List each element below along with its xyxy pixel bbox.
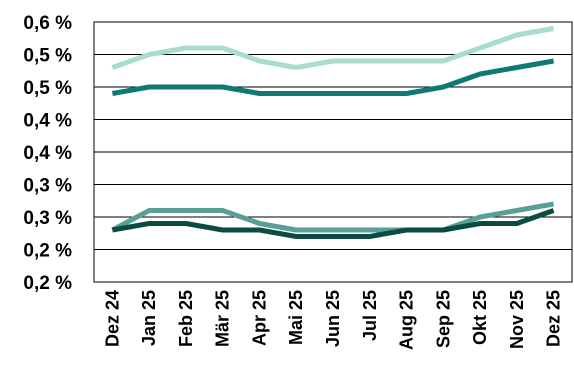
x-tick-label: Feb 25 [176,290,196,347]
x-tick-label: Okt 25 [470,290,490,345]
y-tick-label: 0,5 % [23,46,72,67]
y-tick-label: 0,2 % [23,241,72,262]
plot-area-frame [93,21,573,283]
series-line-3 [111,208,555,239]
x-tick-label: Aug 25 [397,290,417,350]
x-tick-label: Jun 25 [323,290,343,347]
series-lines [111,26,555,239]
y-tick-label: 0,3 % [23,176,72,197]
x-tick-label: Nov 25 [507,290,527,349]
x-tick-label: Jan 25 [139,290,159,346]
y-tick-label: 0,6 % [23,13,72,34]
y-axis-tick-labels: 0,6 % 0,5 % 0,5 % 0,4 % 0,4 % 0,3 % 0,3 % 0,2 %… [23,13,72,294]
x-tick-label: Apr 25 [249,290,269,346]
y-tick-label: 0,4 % [23,111,72,132]
x-tick-label: Mär 25 [213,290,233,347]
x-tick-label: Mai 25 [286,290,306,345]
series-line-2 [111,201,555,233]
x-tick-label: Sep 25 [433,290,453,348]
series-line-1 [111,58,555,96]
y-tick-label: 0,3 % [23,208,72,229]
x-tick-label: Dez 24 [102,290,122,347]
x-tick-label: Dez 25 [544,290,564,347]
y-tick-label: 0,4 % [23,143,72,164]
y-tick-label: 0,2 % [23,273,72,294]
x-axis-tick-labels: Dez 24 Jan 25 Feb 25 Mär 25 Apr 25 Mai 25 Jun … [102,290,563,350]
x-tick-label: Jul 25 [360,290,380,341]
series-line-0 [111,26,555,70]
y-tick-label: 0,5 % [23,78,72,99]
